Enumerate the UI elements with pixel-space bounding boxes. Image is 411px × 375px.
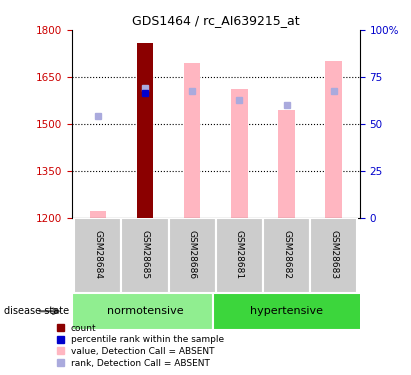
Bar bbox=[169, 217, 216, 292]
Text: hypertensive: hypertensive bbox=[250, 306, 323, 316]
Bar bbox=[213, 292, 386, 330]
Bar bbox=[231, 89, 247, 218]
Bar bbox=[184, 63, 201, 217]
Bar bbox=[72, 292, 213, 330]
Bar bbox=[326, 61, 342, 217]
Text: normotensive: normotensive bbox=[107, 306, 183, 316]
Title: GDS1464 / rc_AI639215_at: GDS1464 / rc_AI639215_at bbox=[132, 15, 300, 27]
Bar bbox=[310, 217, 357, 292]
Bar bbox=[121, 217, 169, 292]
Bar bbox=[90, 211, 106, 217]
Text: GSM28681: GSM28681 bbox=[235, 230, 244, 280]
Bar bbox=[263, 217, 310, 292]
Bar bbox=[278, 110, 295, 218]
Text: GSM28686: GSM28686 bbox=[188, 230, 197, 280]
Text: GSM28682: GSM28682 bbox=[282, 231, 291, 279]
Text: GSM28683: GSM28683 bbox=[329, 230, 338, 280]
Text: GSM28684: GSM28684 bbox=[93, 231, 102, 279]
Text: GSM28685: GSM28685 bbox=[141, 230, 150, 280]
Legend: count, percentile rank within the sample, value, Detection Call = ABSENT, rank, : count, percentile rank within the sample… bbox=[54, 321, 227, 370]
Bar bbox=[74, 217, 121, 292]
Bar bbox=[137, 42, 153, 218]
Bar bbox=[216, 217, 263, 292]
Text: disease state: disease state bbox=[4, 306, 69, 316]
